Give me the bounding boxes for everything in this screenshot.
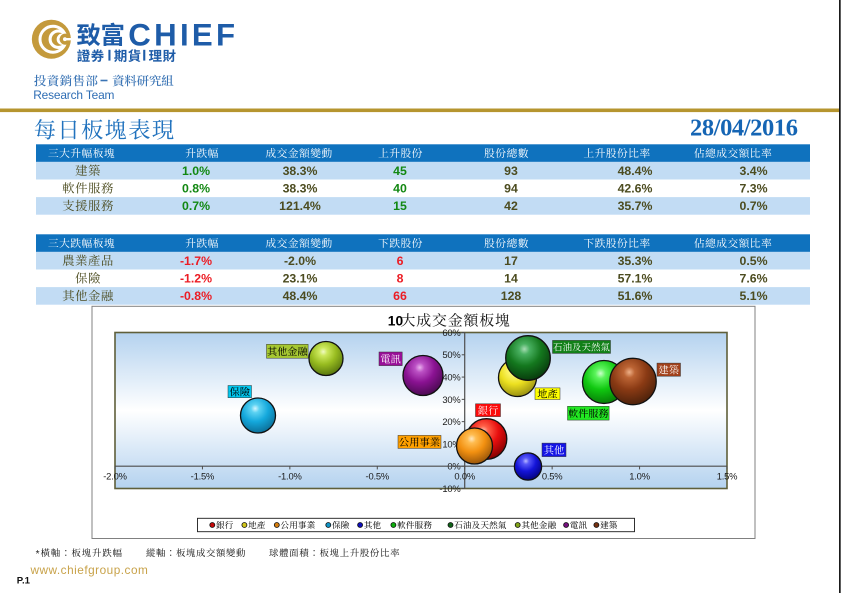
svg-text:51.6%: 51.6% (618, 289, 653, 303)
svg-text:121.4%: 121.4% (279, 199, 321, 213)
svg-text:48.4%: 48.4% (283, 289, 318, 303)
svg-text:14: 14 (504, 272, 518, 286)
svg-text:40%: 40% (442, 371, 460, 382)
svg-text:50%: 50% (442, 349, 460, 360)
svg-text:-1.5%: -1.5% (191, 470, 215, 481)
svg-text:38.3%: 38.3% (283, 182, 318, 196)
svg-text:7.3%: 7.3% (739, 182, 767, 196)
svg-text:*: * (36, 549, 40, 560)
svg-text:57.1%: 57.1% (618, 272, 653, 286)
svg-text:CHIEF: CHIEF (128, 18, 238, 53)
svg-text:0.0%: 0.0% (454, 470, 475, 481)
svg-text:-0.5%: -0.5% (366, 470, 390, 481)
svg-text:17: 17 (504, 254, 518, 268)
svg-text:0.5%: 0.5% (542, 470, 563, 481)
svg-text:3.4%: 3.4% (739, 164, 767, 178)
svg-text:6: 6 (397, 254, 404, 268)
svg-text:-1.2%: -1.2% (180, 272, 212, 286)
svg-text:28/04/2016: 28/04/2016 (690, 115, 798, 142)
svg-text:-10%: -10% (439, 483, 460, 494)
svg-text:0.7%: 0.7% (739, 199, 767, 213)
svg-text:128: 128 (501, 289, 522, 303)
svg-text:20%: 20% (442, 416, 460, 427)
svg-text:8: 8 (397, 272, 404, 286)
svg-text:7.6%: 7.6% (739, 272, 767, 286)
svg-text:94: 94 (504, 182, 518, 196)
svg-text:www.chiefgroup.com: www.chiefgroup.com (30, 563, 149, 577)
svg-text:10: 10 (388, 314, 404, 329)
svg-text:93: 93 (504, 164, 518, 178)
svg-text:1.0%: 1.0% (629, 470, 650, 481)
svg-text:-2.0%: -2.0% (103, 470, 127, 481)
svg-text:42.6%: 42.6% (618, 182, 653, 196)
svg-text:15: 15 (393, 199, 407, 213)
svg-text:10%: 10% (442, 438, 460, 449)
svg-text:45: 45 (393, 164, 407, 178)
svg-text:0.5%: 0.5% (739, 254, 767, 268)
svg-text:48.4%: 48.4% (618, 164, 653, 178)
svg-text:P.1: P.1 (17, 575, 31, 586)
svg-text:-1.7%: -1.7% (180, 254, 212, 268)
svg-text:0.8%: 0.8% (182, 182, 210, 196)
svg-text:35.7%: 35.7% (618, 199, 653, 213)
svg-text:5.1%: 5.1% (739, 289, 767, 303)
svg-text:60%: 60% (442, 327, 460, 338)
svg-text:1.5%: 1.5% (717, 470, 738, 481)
svg-text:-0.8%: -0.8% (180, 289, 212, 303)
svg-text:42: 42 (504, 199, 518, 213)
svg-text:-1.0%: -1.0% (278, 470, 302, 481)
svg-text:-2.0%: -2.0% (284, 254, 316, 268)
svg-text:30%: 30% (442, 394, 460, 405)
svg-text:Research Team: Research Team (33, 88, 114, 102)
svg-text:38.3%: 38.3% (283, 164, 318, 178)
svg-text:23.1%: 23.1% (283, 272, 318, 286)
svg-text:66: 66 (393, 289, 407, 303)
svg-text:40: 40 (393, 182, 407, 196)
svg-text:0.7%: 0.7% (182, 199, 210, 213)
svg-text:1.0%: 1.0% (182, 164, 210, 178)
svg-text:35.3%: 35.3% (618, 254, 653, 268)
